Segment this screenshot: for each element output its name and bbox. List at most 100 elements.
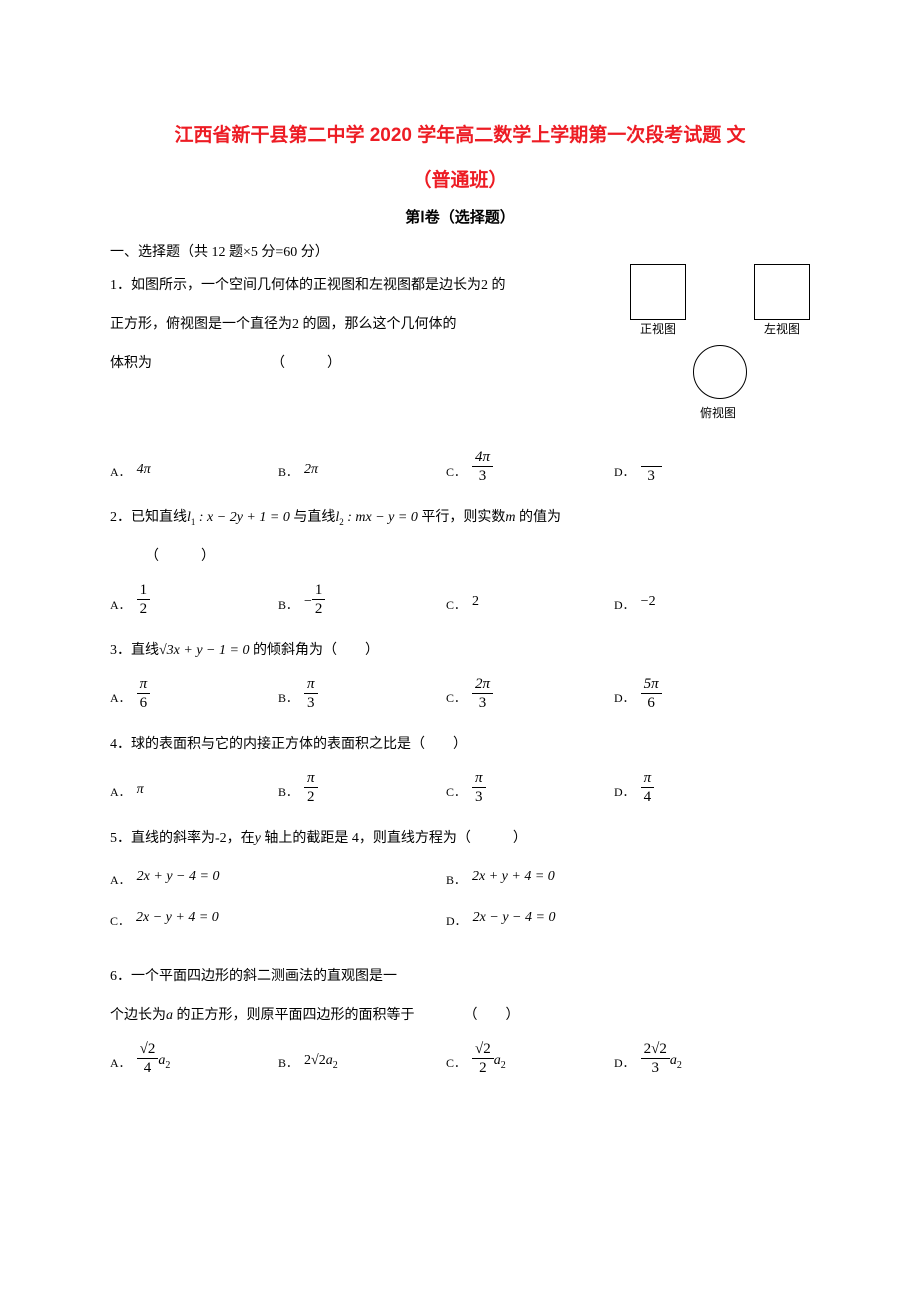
q2-option-a: A．12 <box>110 581 278 618</box>
q6-d-suf: a <box>670 1046 677 1077</box>
q2-m: m <box>505 510 515 525</box>
q5-y: y <box>255 831 261 846</box>
q2-option-b: B．−12 <box>278 581 446 618</box>
q3-pre: 3．直线 <box>110 643 159 658</box>
q3-option-a: A． π6 <box>110 675 278 712</box>
q1-num2: 2 <box>292 317 299 332</box>
label-d: D． <box>446 908 467 934</box>
question-2: 2．已知直线l1 : x − 2y + 1 = 0 与直线l2 : mx − y… <box>110 503 810 618</box>
q3-d-num: 5π <box>641 675 662 694</box>
label-d: D． <box>614 1050 635 1076</box>
q1-text2-end: 的圆，那么这个几何体的 <box>303 317 457 332</box>
q6-b-suf: a <box>326 1046 333 1077</box>
front-view-box <box>630 264 686 320</box>
q2-a-den: 2 <box>137 600 151 618</box>
q4-b-den: 2 <box>304 788 318 806</box>
label-a: A． <box>110 867 131 893</box>
left-view-label: 左视图 <box>754 320 810 337</box>
q2-post: 平行，则实数 <box>421 510 505 525</box>
q6-c-num: √2 <box>472 1040 494 1059</box>
q3-option-b: B． π3 <box>278 675 446 712</box>
q5-pre: 5．直线的斜率为-2，在 <box>110 831 255 846</box>
q4-option-d: D．π4 <box>614 769 782 806</box>
q6-line2-pre: 个边长为 <box>110 1008 166 1023</box>
q4-option-b: B． π2 <box>278 769 446 806</box>
label-a: A． <box>110 1050 131 1076</box>
q4-a-val: π <box>137 775 144 806</box>
q4-option-c: C．π3 <box>446 769 614 806</box>
q1-option-d: D． 3 <box>614 448 782 485</box>
q1-b-val: 2π <box>304 455 318 486</box>
views-diagram: 正视图 左视图 俯视图 <box>630 264 810 421</box>
q2-b-den: 2 <box>312 600 326 618</box>
label-c: C． <box>446 592 466 618</box>
q3-b-den: 3 <box>304 694 318 712</box>
q2-a-num: 1 <box>137 581 151 600</box>
q5-options: A．2x + y − 4 = 0 B．2x + y + 4 = 0 C．2x −… <box>110 862 810 944</box>
q6-a-suf: a <box>158 1046 165 1077</box>
q4-options: A．π B．π2 C．π3 D．π4 <box>110 769 810 806</box>
q1-a-val: 4π <box>137 455 151 486</box>
q1-line2: 正方形，俯视图是一个直径为2 的圆，那么这个几何体的 <box>110 310 590 341</box>
label-c: C． <box>446 685 466 711</box>
label-b: B． <box>278 779 298 805</box>
q1-d-den: 3 <box>641 467 662 485</box>
q6-line1: 6．一个平面四边形的斜二测画法的直观图是一 <box>110 962 810 993</box>
q6-line2-post: 的正方形，则原平面四边形的面积等于 （ ） <box>177 1008 520 1023</box>
label-b: B． <box>278 1050 298 1076</box>
q6-d-den: 3 <box>641 1059 670 1077</box>
question-3: 3．直线√3x + y − 1 = 0 的倾斜角为（ ） A．π6 B．π3 C… <box>110 636 810 712</box>
q3-a-den: 6 <box>137 694 151 712</box>
q1-option-a: A．4π <box>110 448 278 485</box>
label-d: D． <box>614 459 635 485</box>
q1-text2: 正方形，俯视图是一个直径为 <box>110 317 292 332</box>
q1-c-den: 3 <box>472 467 493 485</box>
q4-c-num: π <box>472 769 486 788</box>
q3-eq: √3x + y − 1 = 0 <box>159 643 249 658</box>
question-6: 6．一个平面四边形的斜二测画法的直观图是一 个边长为a 的正方形，则原平面四边形… <box>110 962 810 1077</box>
label-b: B． <box>278 592 298 618</box>
label-a: A． <box>110 779 131 805</box>
q2-mid: 与直线 <box>293 510 335 525</box>
q2-eq2: : mx − y = 0 <box>344 510 418 525</box>
q5-b-val: 2x + y + 4 = 0 <box>472 862 555 893</box>
label-a: A． <box>110 685 131 711</box>
q3-d-den: 6 <box>641 694 662 712</box>
q6-a-var: a <box>166 1008 173 1023</box>
q5-d-val: 2x − y − 4 = 0 <box>473 903 556 934</box>
label-c: C． <box>446 1050 466 1076</box>
q6-a-num: √2 <box>137 1040 159 1059</box>
q3-b-num: π <box>304 675 318 694</box>
q5-post: 轴上的截距是 4，则直线方程为（ ） <box>264 831 527 846</box>
label-c: C． <box>446 779 466 805</box>
q6-c-den: 2 <box>472 1059 494 1077</box>
q2-option-d: D．−2 <box>614 581 782 618</box>
q6-option-b: B．2√2a2 <box>278 1040 446 1077</box>
label-b: B． <box>278 459 298 485</box>
q3-options: A．π6 B．π3 C．2π3 D．5π6 <box>110 675 810 712</box>
q3-option-d: D．5π6 <box>614 675 782 712</box>
q1-text1-end: 的 <box>492 278 506 293</box>
q4-b-num: π <box>304 769 318 788</box>
q5-option-a: A．2x + y − 4 = 0 <box>110 862 446 893</box>
label-d: D． <box>614 592 635 618</box>
q5-option-c: C．2x − y + 4 = 0 <box>110 903 446 934</box>
q3-a-num: π <box>137 675 151 694</box>
page-subtitle: （普通班） <box>110 165 810 192</box>
q1-line3: 体积为 （ ） <box>110 349 590 380</box>
q2-end: 的值为 <box>519 510 561 525</box>
front-view-label: 正视图 <box>630 320 686 337</box>
q6-option-c: C．√22a2 <box>446 1040 614 1077</box>
section-header: 第Ⅰ卷（选择题） <box>110 206 810 227</box>
q6-options: A．√24a2 B．2√2a2 C．√22a2 D．2√23a2 <box>110 1040 810 1077</box>
q2-pre: 2．已知直线 <box>110 510 187 525</box>
q6-c-suf: a <box>494 1046 501 1077</box>
q5-option-d: D．2x − y − 4 = 0 <box>446 903 782 934</box>
page-title: 江西省新干县第二中学 2020 学年高二数学上学期第一次段考试题 文 <box>110 120 810 147</box>
q3-c-den: 3 <box>472 694 493 712</box>
q5-c-val: 2x − y + 4 = 0 <box>136 903 219 934</box>
label-b: B． <box>278 685 298 711</box>
q1-option-b: B．2π <box>278 448 446 485</box>
q6-a-den: 4 <box>137 1059 159 1077</box>
q1-text1: 1．如图所示，一个空间几何体的正视图和左视图都是边长为 <box>110 278 481 293</box>
